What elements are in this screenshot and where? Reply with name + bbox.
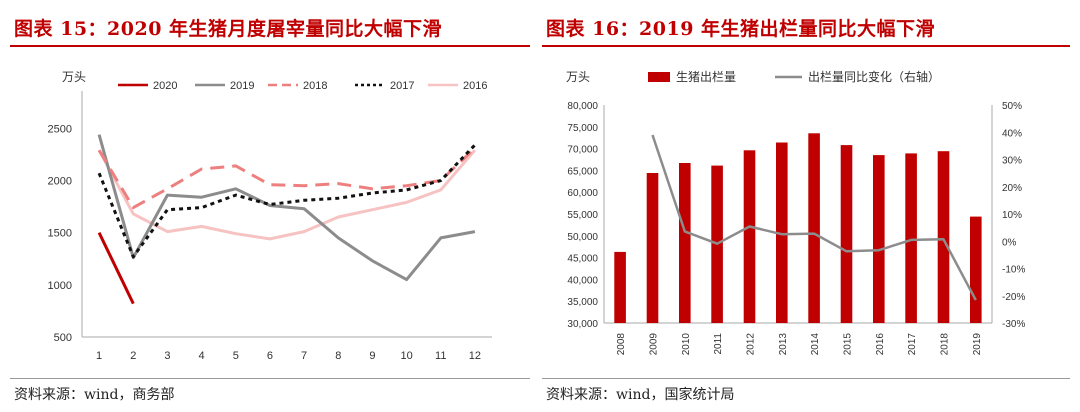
left-y-tick-label: 500	[54, 332, 72, 344]
right-x-tick-label: 2012	[746, 333, 757, 356]
output-bar-2008	[614, 251, 626, 323]
left-y-tick-label: 2000	[48, 175, 72, 187]
left-legend-label-2018: 2018	[303, 80, 327, 92]
right-x-tick-label: 2009	[649, 333, 660, 356]
right-y2-tick-label: 10%	[1002, 210, 1022, 221]
series-line-2017	[97, 143, 476, 259]
output-bar-2018	[937, 151, 950, 323]
right-y2-tick-label: -20%	[1002, 292, 1025, 303]
right-y-tick-label: 70,000	[567, 145, 598, 156]
right-bar-line-chart: 万头 生猪出栏量 出栏量同比变化（右轴） 80,000 75,000 70,000 65,0…	[566, 69, 1025, 356]
left-legend-label-2020: 2020	[153, 80, 177, 92]
left-title-rule	[10, 45, 530, 47]
left-x-tick-label: 2	[130, 350, 136, 362]
right-x-tick-label: 2019	[972, 333, 983, 356]
left-x-tick-label: 12	[469, 350, 481, 362]
left-x-tick-label: 6	[267, 350, 273, 362]
right-y2-tick-label: 20%	[1002, 183, 1022, 194]
output-bar-2014	[808, 133, 820, 323]
left-x-tick-label: 1	[96, 350, 102, 362]
right-source-rule	[542, 378, 1070, 379]
left-legend-label-2019: 2019	[230, 80, 254, 92]
left-x-tick-label: 5	[233, 350, 239, 362]
right-y2-tick-label: -10%	[1002, 265, 1025, 276]
series-line-2019	[97, 134, 476, 282]
right-y-tick-label: 65,000	[567, 166, 598, 177]
right-y-tick-label: 75,000	[567, 123, 598, 134]
right-y-tick-label: 60,000	[567, 188, 598, 199]
output-bar-2010	[679, 163, 691, 323]
left-legend-label-2017: 2017	[390, 80, 414, 92]
left-y-tick-label: 2500	[48, 123, 72, 135]
output-bar-2015	[840, 145, 853, 323]
left-source-rule	[10, 378, 530, 379]
right-legend-label-bar: 生猪出栏量	[676, 69, 736, 84]
left-x-tick-label: 9	[369, 350, 375, 362]
right-x-tick-label: 2015	[843, 333, 854, 356]
series-line-2020	[97, 232, 135, 305]
right-x-tick-label: 2014	[810, 333, 821, 356]
right-x-tick-label: 2013	[778, 333, 789, 356]
left-x-tick-label: 4	[199, 350, 205, 362]
right-legend-label-line: 出栏量同比变化（右轴）	[808, 69, 940, 84]
left-x-tick-label: 8	[335, 350, 341, 362]
output-bar-2012	[743, 150, 756, 323]
output-bar-2017	[905, 153, 917, 323]
right-y-tick-label: 50,000	[567, 232, 598, 243]
right-y-tick-label: 40,000	[567, 275, 598, 286]
output-bar-2009	[646, 173, 659, 323]
right-x-tick-label: 2018	[940, 333, 951, 356]
left-legend-label-2016: 2016	[463, 80, 487, 92]
left-x-tick-label: 3	[164, 350, 170, 362]
right-figure-title: 图表 16：2019 年生猪出栏量同比大幅下滑	[546, 18, 936, 40]
right-title-rule	[542, 45, 1070, 47]
right-x-tick-label: 2011	[713, 333, 724, 355]
series-line-2018	[97, 147, 476, 210]
right-y-unit-label: 万头	[566, 70, 590, 84]
right-figure-panel: 图表 16：2019 年生猪出栏量同比大幅下滑 万头 生猪出栏量 出栏量同比变化（右…	[540, 0, 1080, 412]
right-y-tick-label: 35,000	[567, 297, 598, 308]
left-y-tick-label: 1000	[48, 280, 72, 292]
right-x-tick-label: 2016	[875, 333, 886, 356]
right-y2-tick-label: -30%	[1002, 319, 1025, 330]
yoy-change-line	[651, 134, 977, 301]
left-x-tick-label: 7	[301, 350, 307, 362]
right-legend-swatch-bar	[648, 72, 670, 82]
left-y-unit-label: 万头	[62, 70, 86, 84]
left-y-tick-label: 1500	[48, 228, 72, 240]
output-bar-2016	[873, 155, 885, 323]
output-bar-2019	[970, 216, 982, 323]
series-line-2016	[97, 149, 477, 241]
left-source-note: 资料来源：wind，商务部	[14, 387, 175, 403]
right-y2-tick-label: 50%	[1002, 101, 1022, 112]
right-x-tick-label: 2017	[907, 333, 918, 356]
right-y-tick-label: 55,000	[567, 210, 598, 221]
left-figure-panel: 图表 15：2020 年生猪月度屠宰量同比大幅下滑 万头 2500 2000 1500…	[10, 18, 530, 403]
left-x-tick-label: 11	[435, 350, 446, 362]
right-y2-tick-label: 30%	[1002, 156, 1022, 167]
right-source-note: 资料来源：wind，国家统计局	[546, 387, 735, 403]
right-y2-tick-label: 0%	[1002, 237, 1017, 248]
left-figure-title: 图表 15：2020 年生猪月度屠宰量同比大幅下滑	[14, 18, 443, 40]
right-y-tick-label: 80,000	[567, 101, 598, 112]
output-bar-2013	[776, 142, 788, 323]
right-y-tick-label: 30,000	[567, 319, 598, 330]
right-x-tick-label: 2008	[616, 333, 627, 356]
right-y-tick-label: 45,000	[567, 254, 598, 265]
right-y2-tick-label: 40%	[1002, 128, 1022, 139]
right-x-tick-label: 2010	[681, 333, 692, 356]
left-x-tick-label: 10	[400, 350, 412, 362]
